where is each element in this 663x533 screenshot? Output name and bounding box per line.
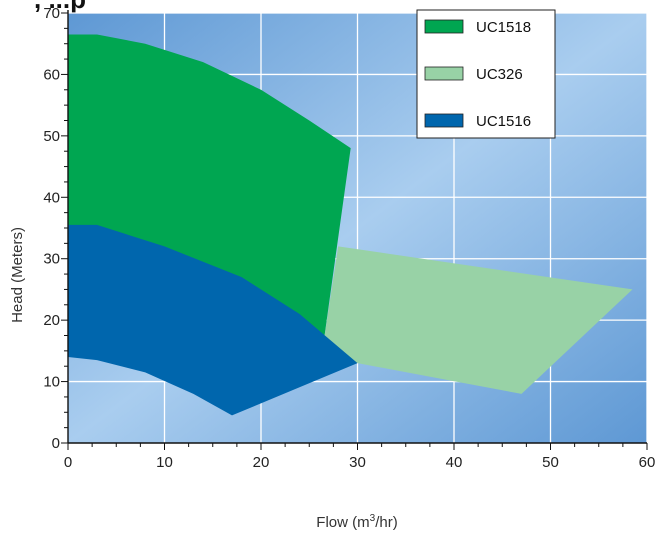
legend-swatch-uc1518 [424, 19, 464, 34]
legend-label-uc1516: UC1516 [476, 113, 531, 130]
legend-label-uc326: UC326 [476, 66, 523, 83]
x-axis-title-main: Flow (m [316, 514, 369, 531]
y-tick-label-0: 0 [52, 435, 60, 452]
x-tick-label-1: 10 [156, 454, 173, 471]
chart-title-fragment: , ...p [34, 0, 86, 14]
x-tick-label-5: 50 [542, 454, 559, 471]
x-tick-label-3: 30 [349, 454, 366, 471]
x-axis-title: Flow (m3/hr) [316, 513, 397, 531]
legend-items: UC1518 UC326 UC1516 [424, 19, 531, 130]
x-axis-title-suffix: /hr) [375, 514, 398, 531]
x-tick-label-2: 20 [253, 454, 270, 471]
legend: UC1518 UC326 UC1516 [416, 9, 556, 139]
legend-swatch-uc326 [424, 66, 464, 81]
x-tick-label-0: 0 [64, 454, 72, 471]
x-axis-title-sup: 3 [370, 513, 376, 524]
y-tick-label-3: 30 [43, 251, 60, 268]
y-tick-label-1: 10 [43, 374, 60, 391]
legend-label-uc1518: UC1518 [476, 19, 531, 36]
y-tick-label-2: 20 [43, 312, 60, 329]
x-tick-label-6: 60 [639, 454, 656, 471]
y-axis-title: Head (Meters) [9, 227, 26, 323]
y-tick-label-4: 40 [43, 189, 60, 206]
region-uc326 [323, 246, 633, 394]
regions [68, 34, 633, 416]
y-tick-label-5: 50 [43, 128, 60, 145]
y-tick-label-6: 60 [43, 66, 60, 83]
region-uc1518 [68, 34, 351, 342]
x-tick-label-4: 40 [446, 454, 463, 471]
region-uc1516 [68, 224, 358, 416]
y-tick-label-7: 70 [43, 5, 60, 22]
ticks: 0 10 20 30 40 50 60 0 10 20 30 40 50 60 70 [43, 5, 655, 471]
legend-swatch-uc1516 [424, 113, 464, 128]
